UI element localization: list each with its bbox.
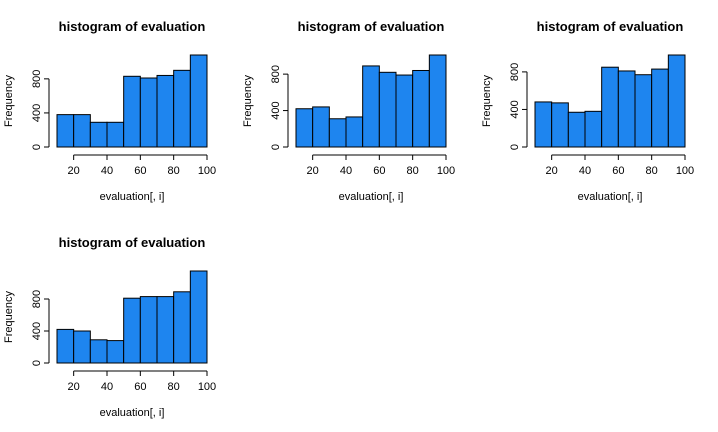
x-tick-label: 80 [168,381,180,393]
histogram-bar [89,339,108,364]
histogram-bar [584,110,603,148]
y-tick-label: 0 [31,144,43,150]
y-axis-label: Frequency [3,75,15,127]
histogram-bar [534,101,553,148]
histogram-bar [312,106,330,148]
y-tick-label: 800 [509,63,521,81]
y-tick-label: 800 [31,70,43,88]
x-tick-label: 100 [676,165,694,177]
x-axis-label: evaluation[, i] [100,191,165,203]
histogram-bar [73,114,91,148]
x-tick-label: 60 [134,165,146,177]
chart-title: histogram of evaluation [537,19,684,34]
y-tick-label: 400 [509,100,521,118]
histogram-bar [667,54,686,148]
histogram-bar [412,69,430,148]
chart-title: histogram of evaluation [59,19,206,34]
histogram-panel-3: histogram of evaluation 20 40 60 80 100 0 400 80… [481,19,694,203]
histogram-bar [189,54,208,148]
histogram-bar [156,74,175,148]
histogram-bar [173,291,191,364]
y-axis-label: Frequency [3,291,15,343]
y-axis-label: Frequency [481,75,493,127]
chart-title: histogram of evaluation [298,19,445,34]
x-tick-label: 40 [340,165,352,177]
x-tick-label: 100 [198,165,216,177]
x-axis-label: evaluation[, i] [100,407,165,419]
x-tick-label: 60 [373,165,385,177]
y-tick-label: 400 [31,322,43,340]
x-tick-label: 100 [437,165,455,177]
y-tick-label: 0 [509,144,521,150]
x-tick-label: 40 [101,381,113,393]
x-tick-label: 100 [198,381,216,393]
x-tick-label: 60 [134,381,146,393]
x-tick-label: 40 [101,165,113,177]
histogram-bar [551,102,569,148]
x-tick-label: 20 [68,165,80,177]
histogram-bar [395,74,414,148]
histogram-bar [295,108,314,148]
histogram-bar [156,296,175,364]
y-axis-label: Frequency [242,75,254,127]
histogram-bar [56,114,75,148]
x-tick-label: 20 [68,381,80,393]
histogram-bar [106,121,125,148]
histogram-bar [328,118,347,148]
histogram-bar [123,75,141,148]
x-axis-label: evaluation[, i] [578,191,643,203]
histogram-bar [173,69,191,148]
histogram-bar [139,77,158,148]
histogram-bar [428,54,447,148]
x-tick-label: 40 [579,165,591,177]
histogram-bar [106,340,125,364]
y-tick-label: 0 [270,144,282,150]
y-tick-label: 400 [270,101,282,119]
histogram-bar [345,116,364,148]
y-tick-label: 400 [31,104,43,122]
x-tick-label: 20 [546,165,558,177]
histogram-panel-4: histogram of evaluation 20 40 60 80 100 0 400 80… [3,235,216,419]
histogram-bar [73,330,91,364]
histogram-bar [362,65,380,148]
histogram-bar [567,111,586,148]
histogram-bar [651,68,669,148]
y-tick-label: 800 [31,290,43,308]
histogram-bar [634,74,653,148]
histogram-bar [56,328,75,364]
x-tick-label: 80 [407,165,419,177]
chart-title: histogram of evaluation [59,235,206,250]
histogram-bar [89,121,108,148]
histogram-panel-1: histogram of evaluation 20 40 60 80 100 0 400 80… [3,19,216,203]
x-tick-label: 80 [646,165,658,177]
histogram-bar [601,66,619,148]
y-tick-label: 0 [31,360,43,366]
histogram-bar [139,296,158,364]
histogram-bar [378,71,397,148]
x-tick-label: 20 [307,165,319,177]
x-tick-label: 80 [168,165,180,177]
x-axis-label: evaluation[, i] [339,191,404,203]
histogram-bar [123,297,141,364]
x-tick-label: 60 [612,165,624,177]
histogram-panel-2: histogram of evaluation 20 40 60 80 100 0 400 80… [242,19,455,203]
histogram-bar [617,70,636,148]
y-tick-label: 800 [270,65,282,83]
histogram-bar [189,270,208,364]
